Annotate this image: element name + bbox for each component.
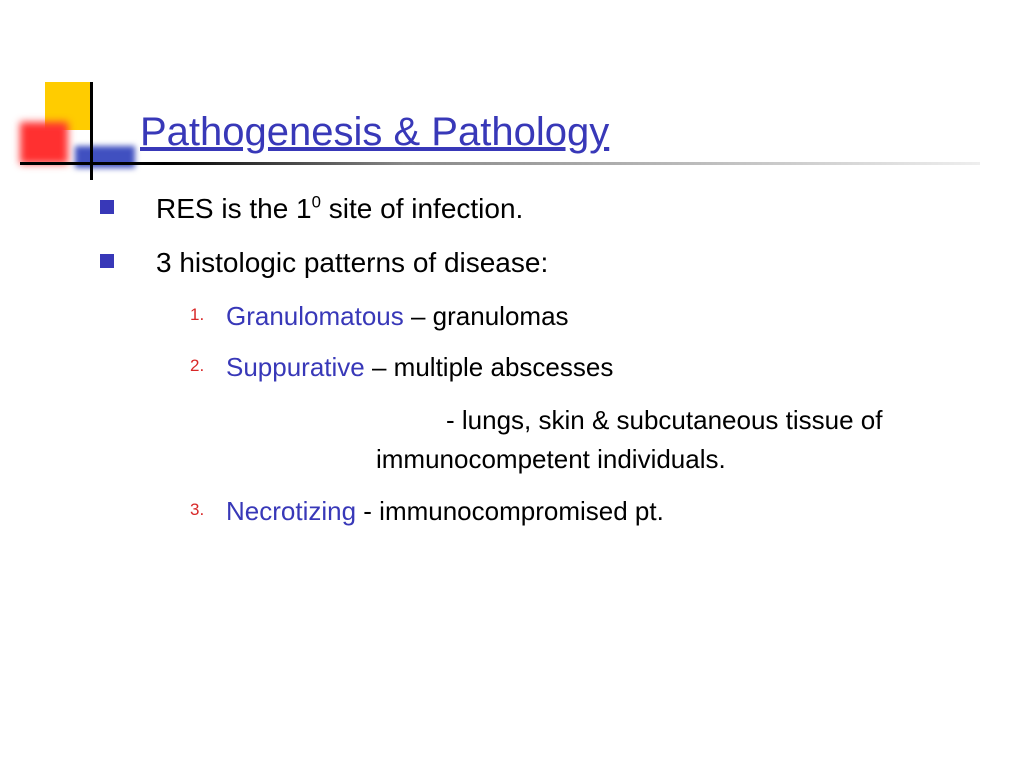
sub-detail-text: - lungs, skin & subcutaneous tissue of i… [376,401,920,479]
term: Suppurative [226,352,365,382]
term: Necrotizing [226,496,363,526]
square-bullet-icon [100,200,114,214]
list-number: 3. [190,500,226,520]
horizontal-rule [20,162,980,165]
list-text: Granulomatous – granulomas [226,298,569,336]
slide-corner-decoration [20,82,120,172]
list-number: 1. [190,305,226,325]
bullet-item: RES is the 10 site of infection. [100,190,960,228]
bullet-text: 3 histologic patterns of disease: [156,244,548,282]
list-item: 1. Granulomatous – granulomas [190,298,960,336]
list-text: Suppurative – multiple abscesses [226,349,613,387]
numbered-list: 1. Granulomatous – granulomas 2. Suppura… [190,298,960,531]
list-number: 2. [190,356,226,376]
red-square [20,122,68,164]
square-bullet-icon [100,254,114,268]
list-item: 3. Necrotizing - immunocompromised pt. [190,493,960,531]
term: Granulomatous [226,301,404,331]
bullet-text: RES is the 10 site of infection. [156,190,523,228]
list-text: Necrotizing - immunocompromised pt. [226,493,664,531]
slide-title: Pathogenesis & Pathology [140,110,609,155]
bullet-item: 3 histologic patterns of disease: [100,244,960,282]
slide-body: RES is the 10 site of infection. 3 histo… [100,190,960,545]
sub-detail: - lungs, skin & subcutaneous tissue of i… [250,401,920,479]
vertical-rule [90,82,93,180]
list-item: 2. Suppurative – multiple abscesses [190,349,960,387]
